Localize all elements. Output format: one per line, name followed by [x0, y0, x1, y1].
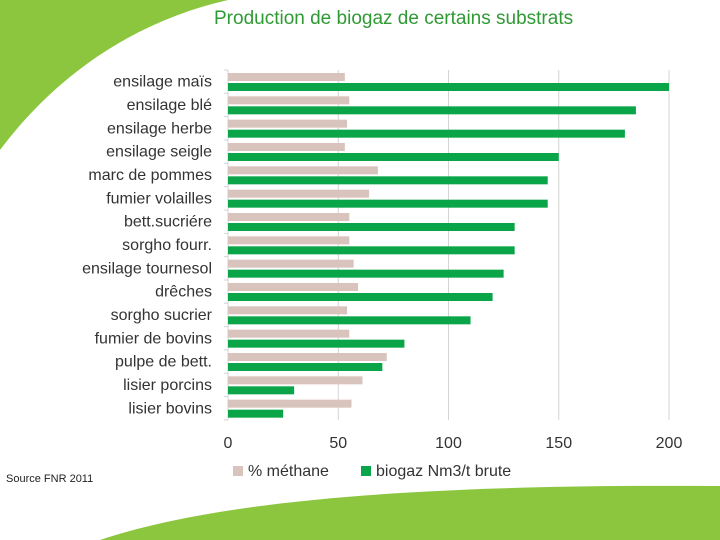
bar-biogaz-12	[228, 363, 383, 371]
bar-methane-14	[228, 399, 352, 408]
category-labels: ensilage maïs ensilage blé ensilage herbe e…	[82, 74, 213, 418]
x-tick-label-50: 50	[329, 435, 347, 452]
bar-biogaz-0	[228, 83, 669, 91]
bar-methane-3	[228, 143, 345, 151]
legend-swatch-0	[233, 466, 243, 476]
category-label: bett.sucriére	[124, 214, 212, 231]
bar-methane-10	[228, 306, 348, 315]
bars	[228, 73, 669, 418]
bar-biogaz-10	[228, 316, 471, 325]
bar-biogaz-3	[228, 153, 559, 161]
category-label: ensilage tournesol	[82, 260, 212, 277]
bar-biogaz-5	[228, 199, 548, 208]
x-tick-label-150: 150	[545, 435, 572, 452]
bar-methane-12	[228, 353, 387, 361]
category-label: ensilage herbe	[107, 120, 212, 137]
category-label: ensilage seigle	[106, 144, 212, 161]
bar-methane-7	[228, 236, 350, 245]
category-label: ensilage blé	[127, 97, 213, 114]
legend: % méthane biogaz Nm3/t brute	[233, 463, 511, 480]
bar-methane-0	[228, 73, 345, 81]
category-label: drêches	[155, 284, 212, 301]
bar-methane-9	[228, 283, 359, 291]
top-left-green-swoosh	[0, 0, 228, 150]
category-label: sorgho fourr.	[122, 237, 212, 254]
x-tick-label-200: 200	[656, 435, 683, 452]
category-label: ensilage maïs	[113, 74, 212, 91]
bar-biogaz-8	[228, 269, 504, 278]
legend-label-1: biogaz Nm3/t brute	[376, 463, 511, 480]
category-label: marc de pommes	[88, 167, 212, 184]
category-label: lisier bovins	[128, 400, 212, 417]
bar-biogaz-7	[228, 246, 515, 255]
bar-methane-6	[228, 213, 350, 221]
bar-biogaz-4	[228, 176, 548, 185]
page-title: Production de biogaz de certains substra…	[214, 8, 574, 29]
source-note: Source FNR 2011	[6, 473, 94, 485]
bar-methane-13	[228, 376, 363, 385]
bar-biogaz-6	[228, 223, 515, 231]
category-label: fumier volailles	[106, 190, 212, 207]
category-label: sorgho sucrier	[111, 307, 213, 324]
legend-label-0: % méthane	[248, 463, 329, 480]
x-axis-ticks: 0 50 100 150 200	[224, 435, 683, 452]
bar-biogaz-9	[228, 293, 493, 301]
x-tick-label-0: 0	[224, 435, 233, 452]
bar-biogaz-1	[228, 106, 636, 115]
category-label: fumier de bovins	[95, 330, 212, 347]
bar-biogaz-13	[228, 386, 295, 395]
bar-methane-2	[228, 119, 348, 128]
bar-methane-4	[228, 166, 378, 175]
bar-methane-1	[228, 96, 350, 105]
category-label: pulpe de bett.	[115, 354, 212, 371]
legend-swatch-1	[361, 466, 371, 476]
bar-methane-11	[228, 329, 350, 338]
bottom-green-swoosh	[100, 485, 720, 540]
bar-biogaz-14	[228, 409, 284, 418]
bar-methane-8	[228, 259, 354, 268]
bar-methane-5	[228, 189, 370, 198]
grid-lines	[224, 69, 670, 421]
bar-biogaz-11	[228, 339, 405, 348]
bar-biogaz-2	[228, 129, 625, 138]
category-label: lisier porcins	[123, 377, 212, 394]
x-tick-label-100: 100	[435, 435, 462, 452]
